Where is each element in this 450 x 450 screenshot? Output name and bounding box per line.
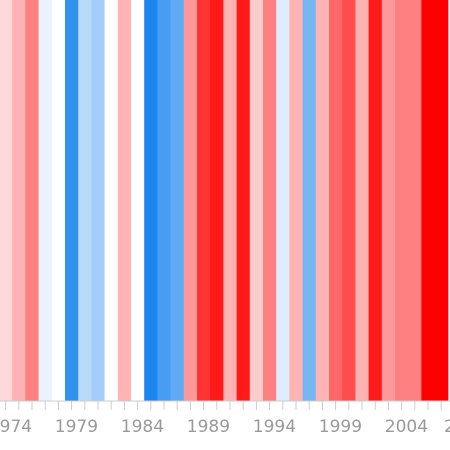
x-axis: 1974 1979 1984 1989 1994 1999 2004 2 xyxy=(0,400,450,437)
stripe-1985 xyxy=(157,0,172,401)
stripe-2003 xyxy=(395,0,409,401)
stripe-1975 xyxy=(25,0,40,401)
minor-ticks xyxy=(5,401,442,410)
stripe-1987 xyxy=(183,0,198,401)
stripe-1995 xyxy=(289,0,304,401)
stripe-2006 xyxy=(434,0,449,401)
stripe-1979 xyxy=(78,0,92,401)
tick-label-1989: 1989 xyxy=(187,417,230,437)
stripe-1976 xyxy=(38,0,53,401)
tick-labels: 1974 1979 1984 1989 1994 1999 2004 2 xyxy=(0,417,450,437)
stripe-1986 xyxy=(170,0,185,401)
stripe-1993 xyxy=(263,0,277,401)
tick-label-1999: 1999 xyxy=(319,417,362,437)
stripe-1984 xyxy=(144,0,158,401)
stripe-1996 xyxy=(302,0,317,401)
tick-label-1984: 1984 xyxy=(121,417,164,437)
tick-label-2004: 2004 xyxy=(385,417,428,437)
stripe-1999 xyxy=(342,0,356,401)
stripe-1973 xyxy=(0,0,13,401)
tick-label-1974: 1974 xyxy=(0,417,32,437)
stripe-1977 xyxy=(51,0,66,401)
stripe-2004 xyxy=(408,0,422,401)
stripe-1994 xyxy=(276,0,290,401)
stripe-1978 xyxy=(65,0,79,401)
stripe-1980 xyxy=(91,0,106,401)
stripe-1992 xyxy=(249,0,264,401)
tick-label-2: 2 xyxy=(444,417,450,437)
stripe-2000 xyxy=(355,0,370,401)
stripe-1997 xyxy=(315,0,330,401)
stripe-1983 xyxy=(131,0,145,401)
stripe-2001 xyxy=(368,0,383,401)
stripe-1990 xyxy=(223,0,238,401)
stripe-1989 xyxy=(210,0,224,401)
tick-label-1994: 1994 xyxy=(253,417,296,437)
stripe-1982 xyxy=(117,0,132,401)
stripe-1974 xyxy=(12,0,26,401)
stripe-1991 xyxy=(236,0,251,401)
stripe-2002 xyxy=(381,0,396,401)
stripe-1998 xyxy=(329,0,343,401)
stripe-2005 xyxy=(421,0,436,401)
tick-label-1979: 1979 xyxy=(55,417,98,437)
stripe-1981 xyxy=(104,0,119,401)
stripe-1988 xyxy=(197,0,211,401)
stripes-group xyxy=(0,0,449,401)
